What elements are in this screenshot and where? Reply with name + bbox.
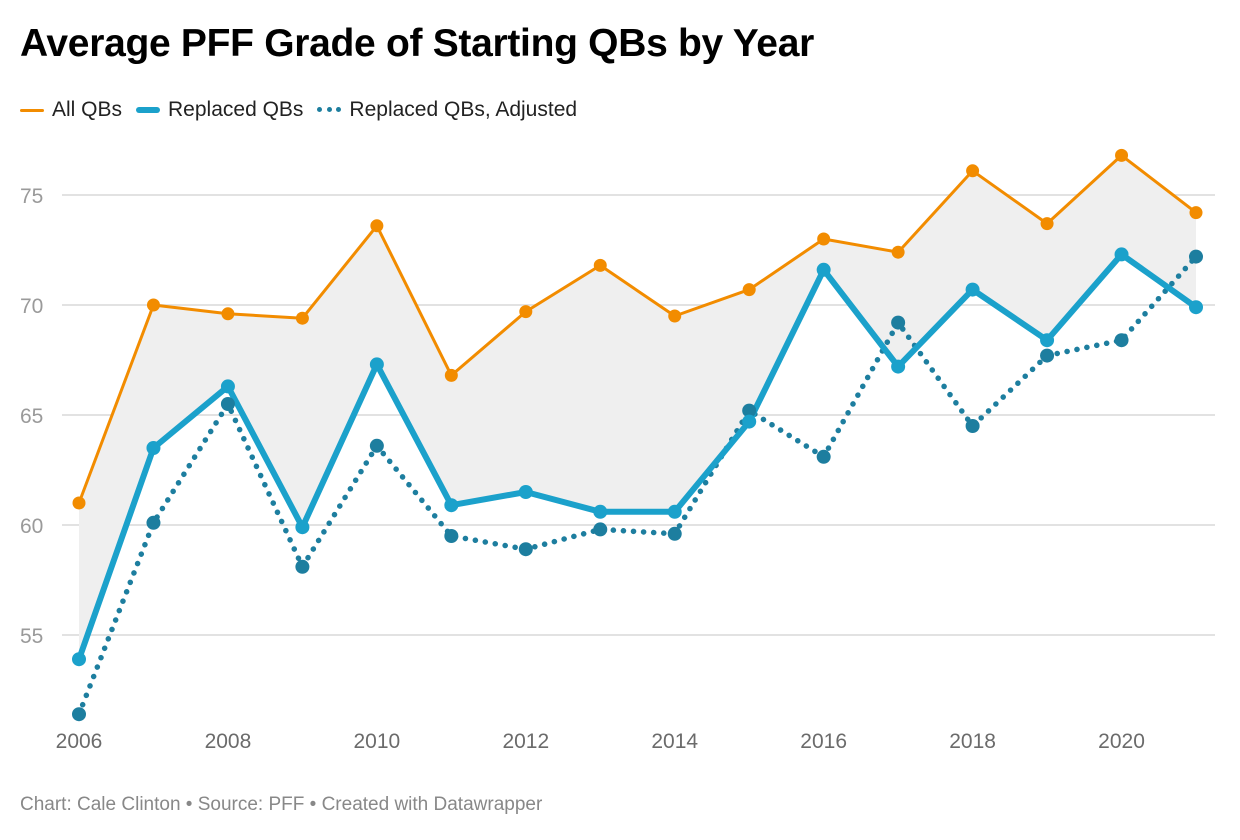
point-all-qbs-2019 [1040,217,1054,231]
x-tick-label: 2014 [651,730,698,753]
x-tick-label: 2010 [354,730,401,753]
point-all-qbs-2012 [519,305,533,319]
point-replaced-qbs-adjusted-2011 [444,529,459,543]
x-axis-ticks: 2006 2008 2010 2012 2014 2016 2018 2020 [56,730,1145,753]
point-all-qbs-2006 [72,496,86,510]
point-replaced-qbs-2009 [295,520,310,535]
point-replaced-qbs-adjusted-2020 [1114,333,1129,348]
point-replaced-qbs-adjusted-2016 [816,449,831,464]
point-replaced-qbs-adjusted-2010 [369,438,384,453]
point-all-qbs-2009 [295,311,309,325]
legend-label-replaced-qbs-adjusted: Replaced QBs, Adjusted [349,98,578,121]
point-replaced-qbs-2020 [1114,247,1129,262]
x-tick-label: 2020 [1098,730,1145,753]
point-replaced-qbs-adjusted-2008 [220,397,235,411]
chart-title: Average PFF Grade of Starting QBs by Yea… [20,22,814,65]
y-axis-ticks: 55 60 65 70 75 [20,185,43,648]
point-replaced-qbs-2012 [518,485,533,499]
legend-item-replaced-qbs: Replaced QBs [136,98,303,122]
point-replaced-qbs-adjusted-2007 [146,515,161,530]
point-all-qbs-2017 [891,245,905,259]
point-replaced-qbs-2014 [667,504,682,519]
line-all-qbs [77,153,1198,505]
point-all-qbs-2015 [742,283,756,297]
point-replaced-qbs-adjusted-2021 [1189,249,1203,264]
point-all-qbs-2007 [146,298,160,312]
point-replaced-qbs-adjusted-2014 [667,526,682,541]
point-replaced-qbs-2015 [742,414,757,429]
point-all-qbs-2016 [817,232,831,246]
line-replaced-qbs-adjusted [76,253,1199,717]
point-replaced-qbs-2008 [220,379,235,394]
point-replaced-qbs-2006 [72,652,86,667]
point-all-qbs-2014 [668,309,682,323]
point-replaced-qbs-2016 [816,262,831,277]
y-tick-label: 75 [20,185,43,208]
range-area [79,155,1196,660]
point-replaced-qbs-2011 [444,498,459,513]
point-all-qbs-2010 [370,219,384,233]
legend: All QBs Replaced QBs Replaced QBs, Adjus… [20,98,591,122]
chart-credits: Chart: Cale Clinton • Source: PFF • Crea… [20,794,543,815]
point-all-qbs-2020 [1115,148,1129,162]
point-replaced-qbs-2019 [1040,333,1055,348]
point-replaced-qbs-2013 [593,504,608,519]
line-replaced-qbs [76,251,1199,663]
point-replaced-qbs-adjusted-2015 [742,403,757,418]
legend-label-all-qbs: All QBs [52,98,123,121]
point-replaced-qbs-2017 [891,359,906,374]
point-replaced-qbs-adjusted-2012 [518,542,533,557]
series-points [72,148,1203,722]
legend-item-replaced-qbs-adjusted: Replaced QBs, Adjusted [317,98,577,122]
point-replaced-qbs-2021 [1189,300,1203,315]
shaded-range [79,155,1196,660]
legend-swatch-replaced-qbs-adjusted [317,107,342,113]
point-replaced-qbs-2018 [965,282,980,297]
x-tick-label: 2016 [800,730,847,753]
legend-item-all-qbs: All QBs [20,98,122,122]
point-replaced-qbs-adjusted-2019 [1040,348,1055,363]
x-tick-label: 2018 [949,730,996,753]
point-all-qbs-2013 [593,258,607,272]
point-replaced-qbs-adjusted-2017 [891,315,906,330]
legend-swatch-all-qbs [20,108,44,112]
x-tick-label: 2006 [56,730,103,753]
point-replaced-qbs-adjusted-2013 [593,522,608,537]
y-tick-label: 70 [20,295,43,318]
point-replaced-qbs-adjusted-2006 [72,707,86,722]
series-lines [76,153,1199,717]
point-all-qbs-2008 [221,307,235,321]
point-all-qbs-2021 [1189,206,1203,220]
legend-label-replaced-qbs: Replaced QBs [168,98,304,121]
legend-swatch-replaced-qbs [136,107,161,113]
point-replaced-qbs-adjusted-2018 [965,419,980,433]
point-all-qbs-2011 [444,368,458,382]
point-replaced-qbs-2010 [369,357,384,372]
point-replaced-qbs-adjusted-2009 [295,559,310,574]
x-tick-label: 2012 [502,730,549,753]
x-tick-label: 2008 [205,730,252,753]
y-tick-label: 65 [20,405,43,428]
point-all-qbs-2018 [966,164,980,178]
y-tick-label: 60 [20,515,43,538]
point-replaced-qbs-2007 [146,441,161,455]
y-tick-label: 55 [20,625,43,648]
